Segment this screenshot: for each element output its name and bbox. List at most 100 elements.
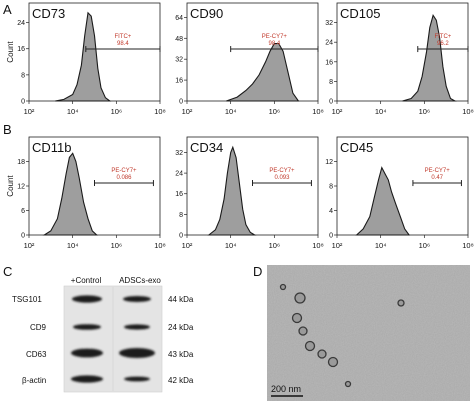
marker-label: CD105 — [340, 6, 380, 21]
x-tick-label: 10² — [332, 107, 343, 116]
y-tick-label: 24 — [17, 20, 25, 27]
y-tick-label: 18 — [17, 159, 25, 166]
histogram-cd11b: CD11b Count 0 6 12 18 10² 10⁴ 10⁶ 10⁸ PE-CY7+0.086 — [6, 136, 166, 250]
gate-label: FITC+ — [114, 34, 131, 40]
y-tick-label: 0 — [21, 233, 25, 240]
scale-bar-label: 200 nm — [271, 384, 301, 394]
lane-label-control: +Control — [71, 276, 102, 285]
gate-label: PE-CY7+ — [269, 168, 295, 174]
histogram-cd90: CD90 0 16 32 48 64 10² 10⁴ 10⁶ 10⁸ PE-CY7+98.4 — [175, 2, 324, 116]
gate-label: PE-CY7+ — [425, 168, 451, 174]
vesicle — [294, 292, 306, 304]
y-tick-label: 8 — [21, 72, 25, 79]
histogram-area — [42, 152, 99, 236]
band-cd63-control — [71, 348, 103, 358]
y-tick-label: 12 — [17, 184, 25, 191]
vesicle — [279, 283, 287, 291]
x-tick-label: 10² — [182, 241, 193, 250]
y-tick-label: 0 — [21, 99, 25, 106]
band-tsg101-exo — [123, 296, 151, 302]
x-tick-label: 10⁶ — [269, 107, 280, 116]
histogram-area — [226, 42, 300, 102]
protein-label-tsg101: TSG101 — [12, 295, 42, 304]
gate-percent: 0.093 — [274, 175, 290, 181]
x-tick-label: 10⁴ — [225, 241, 237, 250]
y-tick-label: 16 — [17, 46, 25, 53]
x-tick-label: 10⁶ — [111, 241, 122, 250]
panel-letter-d: D — [253, 264, 262, 279]
panel-letter-c: C — [3, 264, 12, 279]
y-tick-label: 64 — [175, 15, 183, 22]
histogram-area — [402, 13, 457, 102]
marker-label: CD73 — [32, 6, 65, 21]
gate-percent: 0.086 — [116, 175, 132, 181]
y-tick-label: 8 — [329, 184, 333, 191]
marker-label: CD45 — [340, 140, 373, 155]
size-label-b-actin: 42 kDa — [168, 376, 194, 385]
band-b-actin-exo — [124, 376, 150, 382]
x-tick-label: 10² — [24, 107, 35, 116]
x-tick-label: 10⁸ — [462, 107, 474, 116]
x-tick-label: 10⁸ — [154, 107, 166, 116]
x-tick-label: 10⁶ — [269, 241, 280, 250]
x-tick-label: 10⁴ — [67, 107, 79, 116]
vesicle — [397, 299, 405, 307]
y-tick-label: 24 — [175, 171, 183, 178]
y-tick-label: 48 — [175, 36, 183, 43]
x-tick-label: 10² — [182, 107, 193, 116]
y-tick-label: 12 — [325, 159, 333, 166]
y-tick-label: 4 — [329, 208, 333, 215]
western-blot-panel: +Control ADSCs-exo TSG101 CD9 CD63 β-act… — [12, 276, 194, 393]
gate-percent: 0.47 — [431, 175, 443, 181]
x-tick-label: 10⁶ — [111, 107, 122, 116]
y-tick-label: 24 — [325, 40, 333, 47]
y-tick-label: 16 — [175, 191, 183, 198]
x-tick-label: 10⁸ — [154, 241, 166, 250]
y-axis-label: Count — [6, 175, 15, 197]
band-cd63-exo — [119, 348, 155, 358]
y-tick-label: 6 — [21, 208, 25, 215]
vesicle — [327, 356, 339, 368]
x-tick-label: 10² — [332, 241, 343, 250]
x-tick-label: 10⁴ — [67, 241, 79, 250]
x-tick-label: 10⁶ — [419, 241, 430, 250]
x-tick-label: 10⁸ — [312, 241, 324, 250]
vesicle — [304, 340, 316, 352]
vesicle — [344, 380, 352, 388]
gate-label: FITC+ — [434, 34, 451, 40]
x-tick-label: 10⁴ — [375, 107, 387, 116]
x-tick-label: 10² — [24, 241, 35, 250]
gate-percent: 96.2 — [437, 41, 449, 47]
vesicle — [317, 349, 327, 359]
histogram-cd34: CD34 0 8 16 24 32 10² 10⁴ 10⁶ 10⁸ PE-CY7+0.093 — [175, 136, 324, 250]
x-tick-label: 10⁸ — [462, 241, 474, 250]
size-label-tsg101: 44 kDa — [168, 295, 194, 304]
y-tick-label: 32 — [175, 150, 183, 157]
x-tick-label: 10⁶ — [419, 107, 430, 116]
histogram-area — [55, 11, 112, 102]
band-b-actin-control — [71, 375, 103, 383]
gate-percent: 98.4 — [268, 41, 280, 47]
y-tick-label: 0 — [179, 99, 183, 106]
size-label-cd63: 43 kDa — [168, 350, 194, 359]
vesicle — [298, 326, 308, 336]
y-tick-label: 0 — [329, 233, 333, 240]
band-cd9-control — [73, 324, 101, 330]
x-tick-label: 10⁴ — [375, 241, 387, 250]
x-tick-label: 10⁴ — [225, 107, 237, 116]
x-tick-label: 10⁸ — [312, 107, 324, 116]
histogram-area — [207, 145, 257, 236]
micrograph-grain — [267, 265, 470, 401]
y-tick-label: 0 — [329, 99, 333, 106]
protein-label-cd9: CD9 — [30, 323, 47, 332]
gate-label: PE-CY7+ — [111, 168, 137, 174]
exosome-vesicles — [279, 283, 405, 388]
protein-label-b-actin: β-actin — [22, 376, 46, 385]
marker-label: CD11b — [32, 140, 72, 155]
protein-label-cd63: CD63 — [26, 350, 47, 359]
gate-label: PE-CY7+ — [262, 34, 288, 40]
histogram-area — [355, 166, 411, 236]
y-tick-label: 16 — [325, 59, 333, 66]
